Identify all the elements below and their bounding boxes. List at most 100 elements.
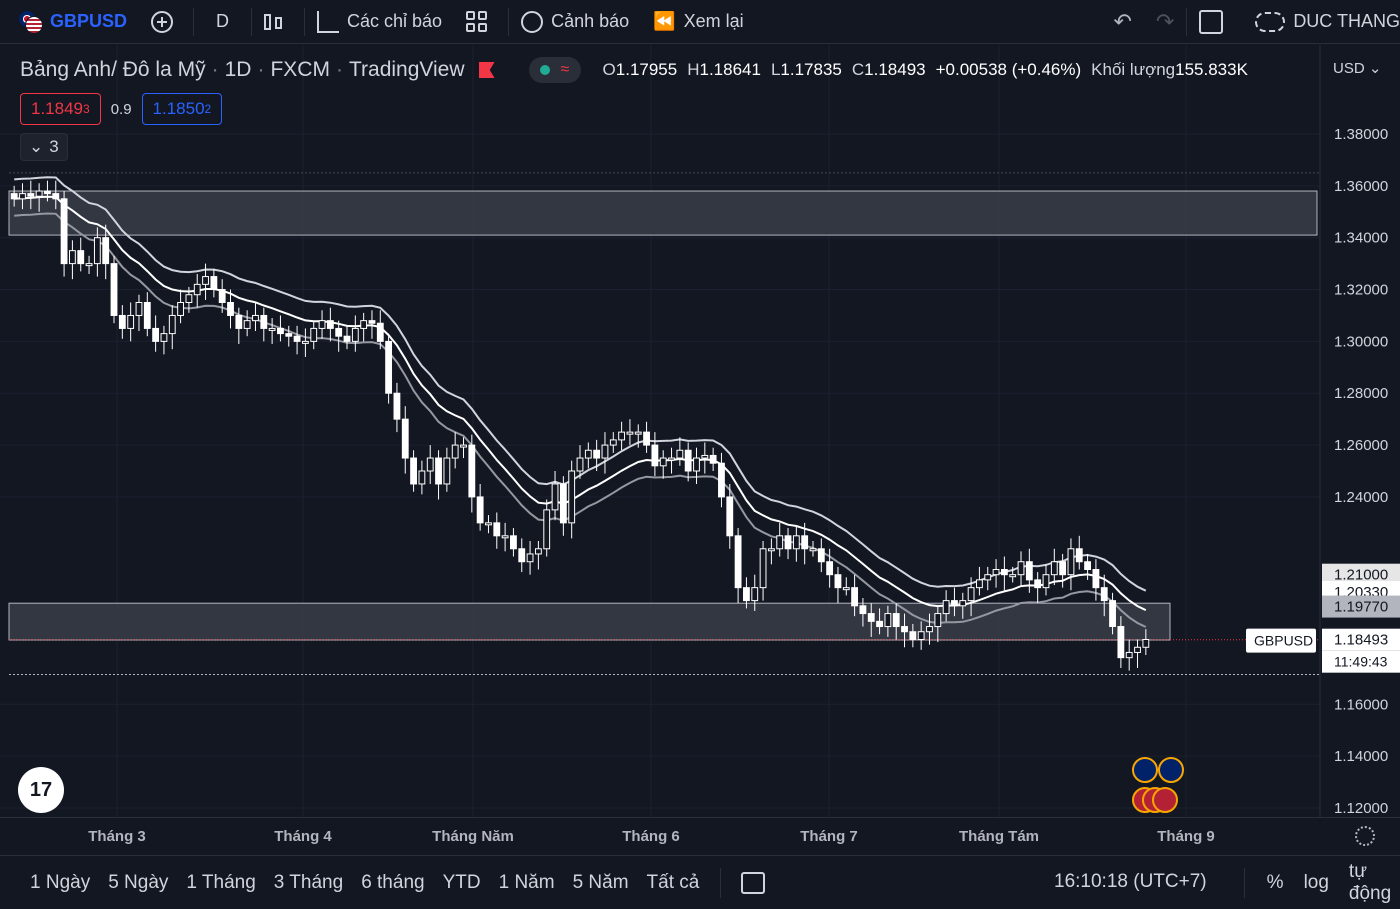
candle-body [867, 613, 875, 622]
range-1d[interactable]: 1 Ngày [30, 871, 91, 893]
divider [193, 7, 195, 36]
price-tick-label: 1.28000 [1334, 385, 1388, 402]
time-label: Tháng 7 [800, 828, 858, 845]
range-all[interactable]: Tất cả [646, 871, 700, 893]
candle-body [1117, 626, 1125, 659]
range-5y[interactable]: 5 Năm [572, 871, 629, 893]
auto-scale-toggle[interactable]: tự động [1348, 861, 1392, 904]
tradingview-logo-icon[interactable]: 17 [18, 767, 64, 813]
currency-selector[interactable]: USD ⌄ [1333, 59, 1381, 77]
candle-body [385, 340, 393, 394]
candle-body [1092, 569, 1100, 589]
candle-body [110, 263, 118, 316]
candle-body [618, 431, 626, 441]
replay-label: Xem lại [683, 11, 744, 31]
price-badges: 1.210001.203301.197701.1849311:49:43GBPU… [1246, 563, 1400, 673]
countdown-box [1322, 650, 1400, 673]
candle-body [959, 600, 967, 607]
fullscreen-button[interactable] [1187, 0, 1243, 44]
upper-band-badge-box [1322, 563, 1400, 586]
percent-scale-toggle[interactable]: % [1266, 872, 1284, 893]
range-ytd[interactable]: YTD [442, 871, 481, 893]
upper-band-line [14, 176, 1147, 592]
candle-body [435, 457, 442, 485]
candle-body [659, 457, 667, 467]
uk-event-icon[interactable] [1132, 757, 1158, 783]
candle-body [876, 620, 883, 628]
candle-body [751, 587, 759, 602]
range-1m[interactable]: 1 Tháng [186, 871, 256, 893]
candle-body [227, 302, 234, 316]
legend-sep: · [335, 58, 343, 81]
interval-button[interactable]: D [194, 0, 251, 44]
candle-body [127, 314, 135, 329]
candle-body [252, 314, 259, 322]
candle-body [576, 457, 584, 472]
candle-body [326, 320, 334, 329]
symbol-tag-box [1246, 628, 1316, 653]
alerts-label: Cảnh báo [551, 11, 630, 31]
chart-area[interactable]: 1.38000 1.36000 1.34000 1.32000 1.30000 1.280… [0, 45, 1400, 817]
upper-band-badge: 1.21000 [1334, 567, 1388, 584]
clock-timezone[interactable]: 16:10:18 (UTC+7) [1054, 871, 1207, 892]
candle-body [10, 193, 18, 200]
candle-body [1100, 587, 1108, 602]
compare-button[interactable] [139, 0, 193, 44]
flag-marker-icon[interactable] [478, 62, 495, 78]
us-event-icon[interactable] [1152, 787, 1178, 813]
candle-body [718, 462, 725, 498]
time-axis[interactable]: Tháng 3 Tháng 4 Tháng Năm Tháng 6 Tháng … [0, 817, 1400, 855]
candle-body [44, 190, 51, 195]
gear-icon[interactable] [1355, 826, 1375, 846]
price-axis[interactable]: 1.38000 1.36000 1.34000 1.32000 1.30000 1.280… [1334, 126, 1388, 817]
user-menu[interactable]: DUC THANG [1243, 0, 1400, 44]
candle-body [701, 454, 709, 459]
market-status-pill[interactable]: ≈ [528, 57, 581, 83]
symbol-search[interactable]: GBPUSD [0, 0, 139, 44]
candle-body [360, 320, 368, 329]
redo-button[interactable]: ↷ [1144, 0, 1186, 44]
candle-body [102, 237, 110, 265]
volume-group: Khối lượng155.833K [1091, 60, 1248, 80]
candle-body [559, 483, 567, 524]
candle-body [1075, 548, 1083, 563]
low-value: 1.17835 [780, 60, 842, 79]
undo-button[interactable]: ↶ [1101, 0, 1143, 44]
range-3m[interactable]: 3 Tháng [273, 871, 344, 893]
divider [720, 867, 722, 898]
indicators-button[interactable]: Các chỉ báo [305, 0, 454, 44]
range-1y[interactable]: 1 Năm [498, 871, 555, 893]
candle-body [851, 587, 859, 607]
candle-body [135, 302, 143, 316]
legend-exchange: FXCM [270, 58, 330, 81]
candle-body [767, 548, 775, 552]
interval-label: D [216, 11, 230, 31]
buy-button[interactable]: 1.1850 2 [141, 93, 223, 125]
divider [1244, 868, 1245, 898]
sell-button[interactable]: 1.1849 3 [20, 93, 101, 125]
chart-legend: Bảng Anh/ Đô la Mỹ · 1D · FXCM · Trading… [20, 57, 1248, 83]
alerts-button[interactable]: Cảnh báo [509, 0, 641, 44]
candle-body [801, 535, 809, 550]
price-chart[interactable]: 1.38000 1.36000 1.34000 1.32000 1.30000 1.280… [0, 45, 1400, 817]
range-5d[interactable]: 5 Ngày [108, 871, 169, 893]
candle-body [285, 333, 293, 337]
candle-body [901, 626, 908, 633]
chevron-down-icon: ⌄ [29, 137, 44, 156]
indicator-collapse-button[interactable]: ⌄ 3 [20, 133, 68, 161]
range-6m[interactable]: 6 tháng [361, 871, 425, 893]
uk-event-icon[interactable] [1158, 757, 1184, 783]
candle-body [368, 320, 376, 324]
candle-body [817, 548, 825, 563]
candle-body [277, 327, 284, 335]
calendar-icon[interactable] [741, 871, 766, 894]
replay-button[interactable]: ⏪ Xem lại [641, 0, 755, 44]
candle-body [476, 496, 484, 524]
log-scale-toggle[interactable]: log [1303, 872, 1329, 893]
layout-button[interactable] [454, 0, 508, 44]
candle-body [909, 631, 917, 641]
candle-body [443, 457, 451, 485]
candle-body [942, 600, 950, 615]
chart-type-button[interactable] [252, 0, 304, 44]
candle-body [643, 431, 650, 446]
